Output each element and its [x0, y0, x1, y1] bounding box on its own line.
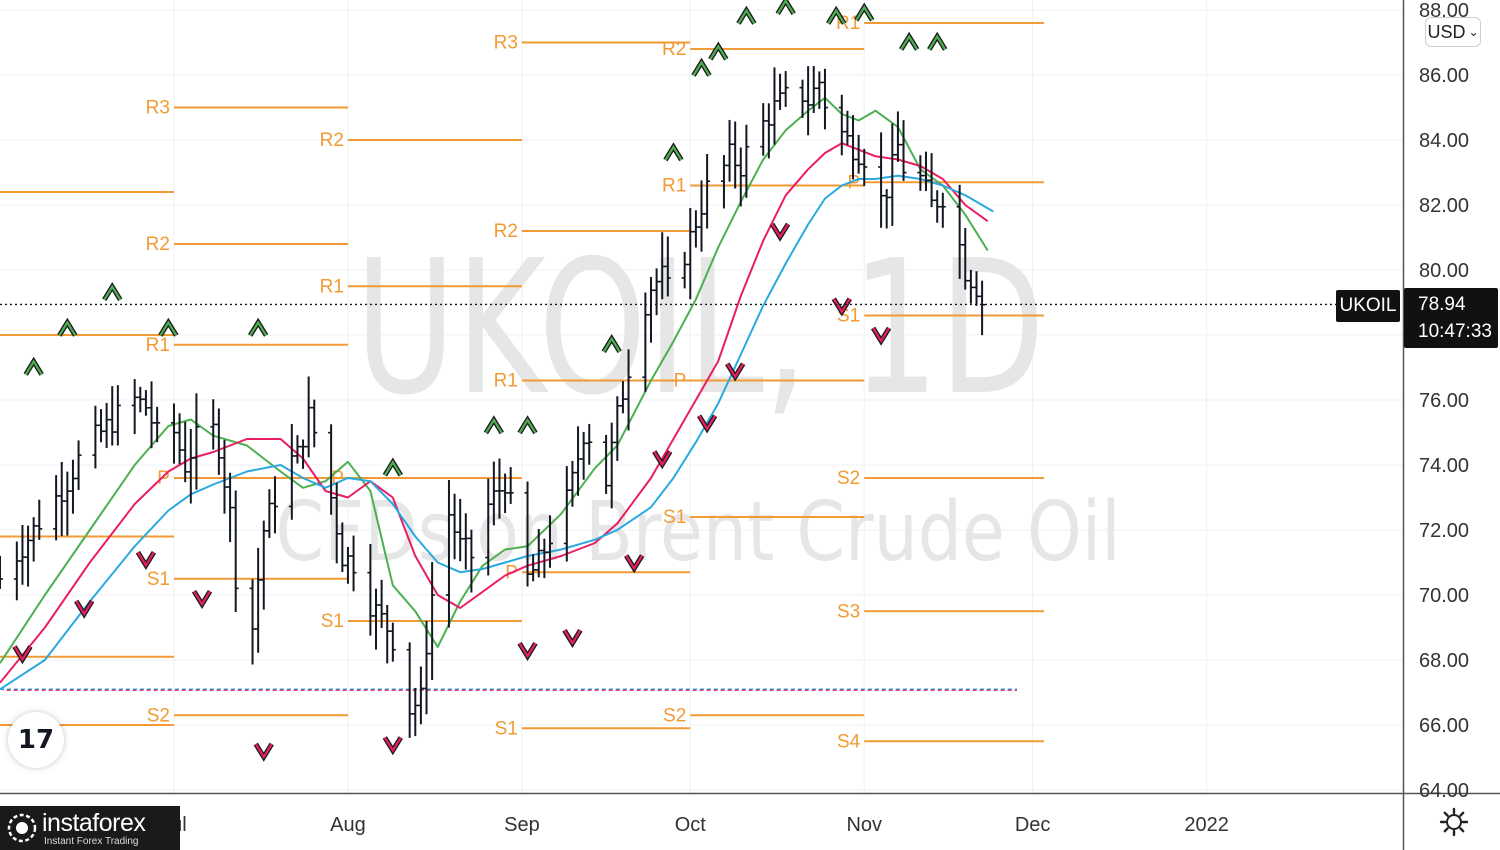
pivot-label: R1 [494, 371, 518, 392]
fractal-down-marker-inner [193, 590, 211, 607]
fractal-up-marker-inner [518, 417, 537, 434]
fractal-up-marker-inner [827, 8, 846, 25]
reference-lines [0, 688, 1017, 691]
price-tick-label: 80.00 [1419, 260, 1469, 282]
symbol-badge: UKOIL [1336, 290, 1400, 322]
price-tick-label: 84.00 [1419, 130, 1469, 152]
fractal-up-marker-inner [103, 284, 122, 301]
fractal-down-marker-inner [136, 551, 155, 568]
fractal-up-marker-inner [928, 34, 947, 51]
pivot-label: S1 [147, 569, 170, 590]
price-scale[interactable]: 64.0066.0068.0070.0072.0074.0076.0078.00… [1419, 0, 1469, 802]
price-tick-label: 70.00 [1419, 585, 1469, 607]
fractal-down-marker-inner [75, 600, 94, 617]
time-tick-label: Dec [1015, 814, 1051, 836]
fractal-down-marker-inner [832, 298, 851, 314]
pivot-label: S3 [837, 601, 860, 622]
fractal-up-marker-inner [900, 34, 919, 51]
time-scale[interactable]: JulAugSepOctNovDec2022 [161, 814, 1229, 836]
chevron-down-icon: ⌄ [1468, 25, 1479, 39]
pivot-label: P [674, 371, 687, 392]
currency-label: USD [1427, 21, 1466, 42]
fractal-up-marker-inner [776, 0, 795, 15]
tradingview-logo[interactable]: 17 [8, 712, 64, 768]
pivot-label: S4 [837, 731, 861, 752]
pivot-label: R2 [146, 234, 170, 255]
gear-icon[interactable] [1438, 806, 1470, 838]
pivot-label: P [848, 172, 861, 193]
currency-button[interactable]: USD ⌄ [1425, 17, 1481, 47]
price-tick-label: 88.00 [1419, 0, 1469, 22]
pivot-label: R3 [494, 33, 518, 54]
fractal-down-marker-inner [771, 223, 790, 240]
price-tick-label: 76.00 [1419, 390, 1469, 412]
price-tick-label: 82.00 [1419, 195, 1469, 217]
instaforex-logo-icon [7, 813, 37, 843]
brand-tagline: Instant Forex Trading [44, 836, 139, 847]
price-tick-label: 86.00 [1419, 65, 1469, 87]
pivot-label: S2 [837, 468, 860, 489]
fractal-down-marker-inner [254, 743, 273, 760]
pivot-label: R3 [146, 98, 170, 119]
time-tick-label: 2022 [1184, 814, 1229, 836]
watermark-title: UKOIL, 1D [355, 220, 1045, 436]
price-tick-label: 74.00 [1419, 455, 1469, 477]
fractal-down-marker-inner [13, 645, 32, 662]
pivot-label: R1 [146, 335, 170, 356]
last-price-value: 78.94 [1418, 294, 1466, 315]
pivot-label: R2 [662, 39, 686, 60]
fractal-up-marker-inner [484, 417, 503, 434]
fractal-down-marker-inner [625, 554, 644, 571]
fractal-up-marker-inner [855, 5, 874, 21]
fractal-down-marker-inner [698, 415, 717, 431]
fractal-up-marker-inner [159, 320, 178, 337]
pivot-label: S2 [147, 705, 170, 726]
price-tick-label: 64.00 [1419, 780, 1469, 802]
fractal-up-marker-inner [249, 320, 268, 337]
pivot-label: R1 [320, 276, 344, 297]
fractal-down-marker-inner [872, 327, 891, 344]
pivot-label: S1 [495, 718, 518, 739]
fractal-up-marker-inner [692, 60, 711, 77]
fractal-down-marker-inner [518, 642, 537, 659]
last-price-badge: 78.94 10:47:33 [1404, 288, 1498, 348]
ma_fast-line [0, 96, 989, 664]
fractal-up-marker-inner [58, 320, 77, 337]
brand-name: instaforex [42, 809, 146, 837]
bar-countdown: 10:47:33 [1418, 321, 1492, 342]
time-tick-label: Nov [846, 814, 882, 836]
grid [0, 0, 1403, 793]
brand-watermark: instaforex Instant Forex Trading [0, 806, 180, 850]
fractal-down-marker-inner [726, 363, 745, 379]
fractal-down-marker-inner [653, 450, 672, 467]
pivot-label: S1 [321, 611, 344, 632]
price-tick-label: 68.00 [1419, 650, 1469, 672]
fractal-up-marker-inner [602, 336, 621, 353]
fractal-down-marker-inner [383, 736, 402, 753]
pivot-label: R2 [320, 130, 344, 151]
fractal-up-marker-inner [383, 460, 402, 476]
ohlc-bars [0, 65, 986, 738]
fractal-down-marker-inner [563, 629, 582, 646]
watermark: UKOIL, 1D CFDs on Brent Crude Oil [276, 220, 1121, 580]
watermark-subtitle: CFDs on Brent Crude Oil [276, 485, 1121, 580]
pivot-levels: R3R2R1PS1S2R2R1PS1R3R2R1PS1R2R1PS1S2R1PS… [0, 13, 1044, 752]
fractal-up-marker-inner [24, 359, 43, 376]
fractal-up-marker-inner [664, 144, 683, 161]
fractal-markers [12, 0, 948, 762]
fractal-up-marker-inner [709, 44, 728, 60]
pivot-label: R1 [662, 176, 686, 197]
price-tick-label: 72.00 [1419, 520, 1469, 542]
time-tick-label: Sep [504, 814, 540, 836]
time-tick-label: Oct [675, 814, 707, 836]
price-tick-label: 66.00 [1419, 715, 1469, 737]
pivot-label: S2 [663, 705, 686, 726]
time-tick-label: Aug [330, 814, 366, 836]
pivot-label: R2 [494, 221, 518, 242]
pivot-label: S1 [663, 507, 686, 528]
fractal-up-marker-inner [737, 8, 756, 25]
